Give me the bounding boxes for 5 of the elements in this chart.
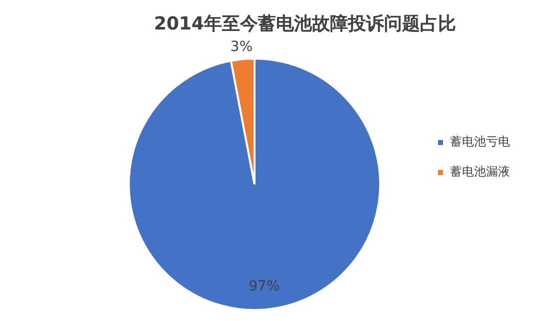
chart-title: 2014年至今蓄电池故障投诉问题占比 [154,13,456,34]
legend-label: 蓄电池漏液 [450,164,510,179]
data-label: 3% [230,38,253,55]
data-label: 97% [248,278,280,295]
legend-label: 蓄电池亏电 [450,134,510,149]
